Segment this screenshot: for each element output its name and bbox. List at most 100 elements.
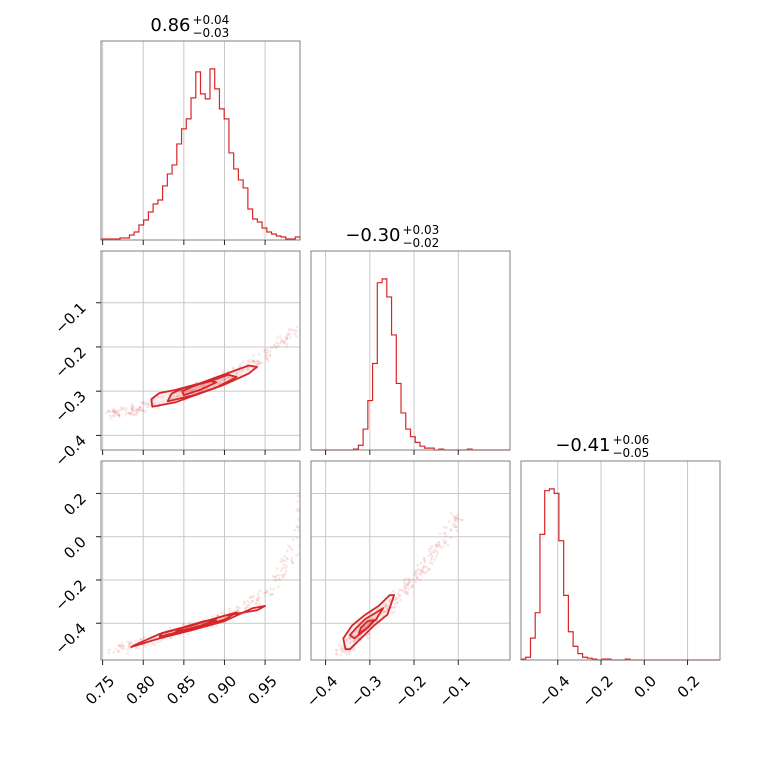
sample-point (156, 406, 160, 410)
sample-point (451, 523, 455, 527)
sample-point (301, 523, 304, 526)
sample-point (335, 649, 338, 653)
sample-point (257, 363, 261, 366)
sample-point (143, 401, 146, 404)
sample-point (246, 600, 250, 603)
sample-point (136, 412, 139, 415)
sample-point (151, 642, 154, 646)
sample-point (411, 578, 415, 581)
sample-point (294, 553, 298, 557)
sample-point (118, 415, 121, 418)
sample-point (396, 601, 399, 604)
sample-point (394, 597, 398, 601)
sample-point (190, 388, 194, 392)
sample-point (403, 579, 406, 582)
sample-point (108, 414, 112, 418)
sample-point (138, 409, 142, 412)
sample-point (238, 363, 242, 366)
sample-point (212, 384, 215, 388)
sample-point (128, 642, 131, 646)
y-ticks-2-0: −0.4 −0.2 0.0 0.2 (51, 490, 101, 658)
sample-point (302, 545, 305, 548)
sample-point (282, 341, 286, 344)
sample-point (284, 569, 288, 573)
sample-point (129, 641, 132, 644)
sample-point (296, 525, 300, 529)
sample-point (255, 602, 259, 605)
sample-point (383, 610, 387, 613)
sample-point (263, 349, 267, 353)
sample-point (216, 614, 220, 618)
sample-point (295, 335, 298, 338)
sample-point (404, 577, 407, 580)
sample-point (146, 402, 149, 406)
sample-point (129, 412, 133, 415)
sample-point (105, 411, 108, 415)
sample-point (293, 332, 297, 336)
sample-point (130, 410, 134, 414)
sample-point (258, 603, 262, 607)
x-tick-label: 0.2 (674, 672, 704, 702)
sample-point (121, 644, 124, 648)
sample-point (399, 598, 403, 602)
sample-point (409, 585, 413, 589)
sample-point (170, 397, 173, 401)
sample-point (127, 412, 131, 415)
panel-frame-2-0 (100, 460, 301, 661)
sample-point (271, 592, 274, 596)
sample-point (285, 564, 289, 568)
sample-point (251, 600, 254, 603)
sample-point (438, 544, 441, 547)
sample-point (353, 639, 357, 643)
sample-point (289, 336, 292, 339)
sample-point (143, 635, 146, 639)
sample-point (289, 546, 292, 549)
sample-point (291, 561, 294, 565)
sample-point (283, 339, 287, 343)
sample-point (135, 407, 139, 411)
sample-points-1-0 (105, 325, 300, 420)
sample-point (404, 583, 408, 586)
sample-point (438, 541, 441, 544)
sample-point (112, 410, 115, 413)
sample-point (429, 552, 433, 556)
sample-point (220, 378, 224, 382)
sample-point (408, 577, 411, 581)
sample-point (282, 574, 286, 578)
sample-point (134, 413, 138, 417)
panel-title-2: −0.41 +0.06−0.05 (555, 433, 649, 460)
title-minus-error: −0.02 (403, 236, 440, 250)
sample-point (448, 520, 451, 523)
y-tick-label: −0.1 (51, 299, 89, 337)
sample-point (404, 589, 407, 593)
sample-point (453, 519, 457, 522)
sample-point (421, 566, 424, 569)
sample-point (142, 636, 146, 640)
sample-point (449, 536, 452, 540)
panel-frame-0-0 (100, 40, 301, 241)
sample-point (411, 584, 414, 587)
sample-point (286, 333, 290, 337)
sample-point (153, 402, 157, 405)
sample-point (453, 515, 457, 519)
sample-point (270, 593, 274, 596)
sample-point (258, 362, 261, 365)
sample-point (358, 635, 362, 638)
grid-lines-1-1 (325, 251, 459, 450)
sample-point (403, 591, 407, 595)
sample-point (131, 404, 135, 408)
sample-point (416, 576, 419, 580)
sample-point (153, 643, 157, 647)
sample-point (456, 513, 460, 517)
sample-point (460, 518, 463, 522)
sample-point (265, 357, 269, 361)
sample-point (182, 622, 185, 626)
sample-point (455, 519, 459, 523)
sample-point (304, 526, 307, 529)
sample-point (282, 559, 285, 563)
sample-point (142, 409, 145, 412)
sample-point (248, 596, 252, 599)
sample-point (384, 605, 387, 608)
sample-point (130, 408, 134, 411)
sample-point (222, 377, 226, 381)
